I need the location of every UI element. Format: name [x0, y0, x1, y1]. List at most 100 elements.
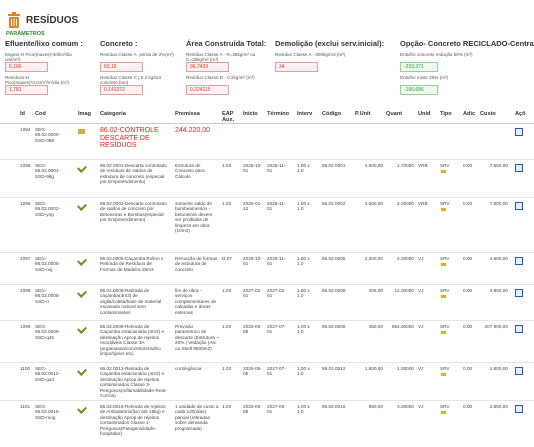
row-divider — [0, 284, 534, 285]
cell-adic: 0.00 — [463, 324, 473, 329]
cell-tipo: SRV — [440, 404, 450, 409]
cell-premissa: Remoção de formas de estrutura de concre… — [175, 256, 218, 272]
cell-categoria: 86.02.0016-Retirada de rejeitos de Ambul… — [100, 404, 166, 437]
parameter-label: Resíduos-H Pico(maxes)*0.01m³/m²dia (m³) — [5, 75, 70, 86]
cell-quant: 1.00000 — [397, 366, 414, 371]
column-header: EAP Aux. — [222, 111, 235, 123]
cell-termino: 2027-05-01 — [267, 404, 286, 415]
row-divider — [0, 197, 534, 198]
cell-id: 1095 — [20, 163, 31, 168]
cell-punit: 2.300,00 — [364, 256, 383, 261]
parameter-value: 96,7439 — [186, 62, 229, 72]
edit-button[interactable] — [515, 128, 523, 136]
cell-quant: 2.00000 — [397, 201, 414, 206]
cell-quant: 1.70000 — [397, 163, 414, 168]
parameter-title: Efluente/lixo comum : — [5, 39, 83, 48]
cell-cod: SEG-86.02.0005-SSD-noj — [35, 256, 61, 272]
parameter-value: 0,141372 — [100, 85, 143, 95]
cell-eap: 1.03 — [222, 288, 232, 293]
column-header: Custo — [480, 111, 496, 117]
tipo-icon — [441, 295, 446, 298]
column-header: Adic — [463, 111, 476, 117]
cell-tipo: SRV — [440, 366, 450, 371]
cell-tipo: SRV — [440, 288, 450, 293]
edit-button[interactable] — [515, 202, 523, 210]
cell-id: 1096 — [20, 201, 31, 206]
row-divider — [0, 362, 534, 363]
cell-adic: 0.00 — [463, 201, 473, 206]
cell-termino: 2026-11-01 — [267, 201, 286, 212]
header-divider — [0, 123, 534, 124]
parameter-value: 34 — [275, 62, 318, 72]
edit-button[interactable] — [515, 367, 523, 375]
cell-tipo: SRV — [440, 324, 450, 329]
cell-inicio: 2026-01-12 — [243, 201, 262, 212]
edit-button[interactable] — [515, 164, 523, 172]
row-image — [77, 256, 87, 266]
parameter-label: Resíduo Classe A- perda de 2%(m³) — [100, 52, 174, 57]
cell-adic: 0.00 — [463, 163, 473, 168]
edit-button[interactable] — [515, 325, 523, 333]
edit-button[interactable] — [515, 257, 523, 265]
cell-tipo: SRV — [440, 256, 450, 261]
cell-custo: 7.000,00 — [489, 201, 508, 206]
edit-button[interactable] — [515, 289, 523, 297]
cell-inicio: 2026-05-05 — [243, 366, 262, 377]
section-label: PARÂMETROS — [6, 31, 45, 37]
cell-termino: 2026-11-01 — [267, 163, 286, 174]
edit-button[interactable] — [515, 405, 523, 413]
cell-eap: 1.03 — [222, 404, 232, 409]
cell-adic: 0.00 — [463, 366, 473, 371]
parameter-label: Resíduo Classe A - R=35kg/m² ou C=35kg/m… — [186, 52, 256, 63]
cell-categoria: 86.02.0009-Retirada de Caçamba estacioná… — [100, 324, 165, 357]
cell-categoria: 86.02.0005-Caçamba Rollon e Retirada de … — [100, 256, 164, 272]
column-header: Categoria — [100, 111, 126, 117]
cell-inicio: 2026-05-05 — [243, 404, 262, 415]
page-title: RESÍDUOS — [26, 15, 79, 26]
parameter-value: 0,224115 — [186, 85, 229, 95]
cell-codigo: 86.02.0012 — [322, 366, 346, 371]
trash-icon — [8, 12, 20, 28]
parameter-label: Esgoto-H Pico(maxes)*40l/m²dia unit/m²) — [5, 52, 72, 63]
column-header: Início — [243, 111, 258, 117]
parameter-value: -166,686 — [400, 85, 438, 95]
cell-unid: VJ — [418, 288, 424, 293]
cell-inicio: 2026-10-01 — [243, 163, 262, 174]
parameter-label: Entulho misto 25% (m³) — [400, 75, 448, 80]
cell-cod: SEG-86.02.0016-SSD-rsog — [35, 404, 61, 420]
cell-codigo: 86.02.0005 — [322, 256, 346, 261]
cell-categoria: 86.02.0008-Retirada de caçamba(4m3) de a… — [100, 288, 162, 315]
cell-premissa: somente saldo de bombeamentos - betoneir… — [175, 201, 213, 234]
cell-adic: 0.00 — [463, 256, 473, 261]
cell-custo: 207.900,00 — [484, 324, 508, 329]
cell-eap: 1.03 — [222, 163, 232, 168]
parameter-title: Área Construída Total: — [186, 39, 267, 48]
column-header: Açõ — [515, 111, 526, 117]
cell-punit: 950,00 — [368, 404, 383, 409]
cell-quant: 12.00000 — [394, 288, 414, 293]
cell-interv: 1.00 x 1.0 — [297, 324, 310, 335]
parameter-value: -333,371 — [400, 62, 438, 72]
cell-premissa: 244.220,00 — [175, 127, 211, 134]
row-image — [78, 129, 85, 134]
column-header: Imag — [78, 111, 92, 117]
column-header: Premissa — [175, 111, 200, 117]
cell-punit: 1.800,00 — [364, 366, 383, 371]
parameter-value: 63,16 — [100, 62, 143, 72]
tipo-icon — [441, 263, 446, 266]
cell-unid: VRB — [418, 201, 428, 206]
row-image — [77, 288, 87, 298]
cell-id: 1094 — [20, 127, 31, 132]
cell-interv: 1.00 x 1.0 — [297, 404, 310, 415]
cell-interv: 1.00 x 1.0 — [297, 201, 310, 212]
cell-punit: 405,00 — [368, 288, 383, 293]
cell-eap: 1.03 — [222, 324, 232, 329]
parameter-label: Resíduo Classe D - 0.2kg/m² (m³) — [186, 75, 255, 80]
column-header: Código — [322, 111, 342, 117]
cell-id: 1097 — [20, 256, 31, 261]
row-image — [77, 163, 87, 173]
cell-custo: 4.600,00 — [489, 256, 508, 261]
cell-quant: 3.00000 — [397, 404, 414, 409]
cell-unid: VJ — [418, 324, 424, 329]
